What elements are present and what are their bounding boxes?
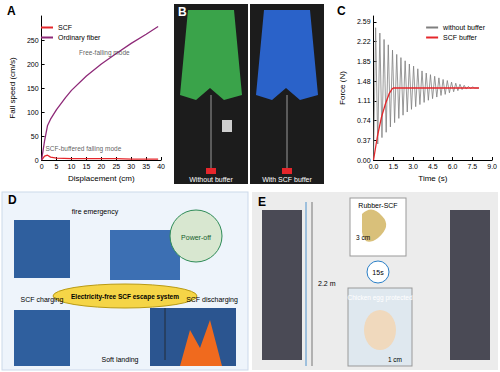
svg-text:150: 150 [27,85,39,92]
svg-text:A: A [7,4,16,18]
svg-text:0.37: 0.37 [357,137,371,144]
svg-text:1.5: 1.5 [388,163,398,170]
svg-text:250: 250 [27,37,39,44]
svg-text:1.48: 1.48 [357,78,371,85]
svg-text:2.2 m: 2.2 m [318,280,336,287]
svg-text:SCF discharging: SCF discharging [186,296,238,304]
svg-text:30: 30 [127,163,135,170]
svg-text:Displacement (cm): Displacement (cm) [68,174,135,183]
svg-text:Rubber-SCF: Rubber-SCF [358,202,397,209]
svg-text:7.5: 7.5 [467,163,477,170]
svg-text:0.74: 0.74 [357,117,371,124]
svg-text:Force (N): Force (N) [338,71,347,105]
svg-text:Soft landing: Soft landing [102,356,139,364]
svg-text:3 cm: 3 cm [356,234,370,241]
svg-text:Fall speed (cm/s): Fall speed (cm/s) [8,57,17,119]
svg-text:200: 200 [27,61,39,68]
svg-text:C: C [337,4,346,18]
svg-text:E: E [258,195,266,209]
svg-text:1.11: 1.11 [357,97,370,104]
svg-text:fire emergency: fire emergency [72,208,119,216]
svg-text:SCF buffer: SCF buffer [443,34,477,41]
svg-text:3.0: 3.0 [408,163,418,170]
svg-text:10: 10 [68,163,76,170]
svg-text:4.5: 4.5 [428,163,438,170]
svg-text:0.00: 0.00 [356,156,371,164]
svg-text:Without buffer: Without buffer [189,176,233,183]
svg-text:2.22: 2.22 [357,38,371,45]
svg-text:15: 15 [83,163,91,170]
svg-text:Ordinary fiber: Ordinary fiber [58,34,101,42]
svg-text:B: B [178,5,187,19]
svg-text:5: 5 [55,163,59,170]
svg-text:With SCF buffer: With SCF buffer [262,176,312,183]
svg-text:Free-falling mode: Free-falling mode [79,49,130,57]
svg-text:0.0: 0.0 [369,163,379,170]
svg-text:20: 20 [97,163,105,170]
svg-text:6.0: 6.0 [448,163,458,170]
svg-text:0: 0 [40,163,44,170]
svg-text:25: 25 [112,163,120,170]
svg-text:SCF: SCF [58,24,72,31]
svg-text:1 cm: 1 cm [388,356,402,363]
svg-text:15s: 15s [372,269,384,276]
svg-text:Chicken egg protected: Chicken egg protected [347,294,412,302]
svg-text:35: 35 [142,163,150,170]
svg-text:SCF charging: SCF charging [21,296,64,304]
svg-text:100: 100 [27,109,39,116]
svg-text:D: D [8,193,17,207]
svg-text:without buffer: without buffer [442,24,486,31]
svg-text:2.59: 2.59 [357,18,371,25]
svg-text:Time (s): Time (s) [418,174,447,183]
svg-text:SCF-buffered falling mode: SCF-buffered falling mode [46,145,122,153]
svg-text:40: 40 [157,163,165,170]
svg-text:0: 0 [35,157,39,164]
svg-text:Electricity-free SCF escape sy: Electricity-free SCF escape system [71,293,179,301]
svg-text:50: 50 [31,133,39,140]
svg-text:Power-off: Power-off [181,234,211,241]
svg-text:9.0: 9.0 [487,163,497,170]
svg-text:1.85: 1.85 [357,58,371,65]
